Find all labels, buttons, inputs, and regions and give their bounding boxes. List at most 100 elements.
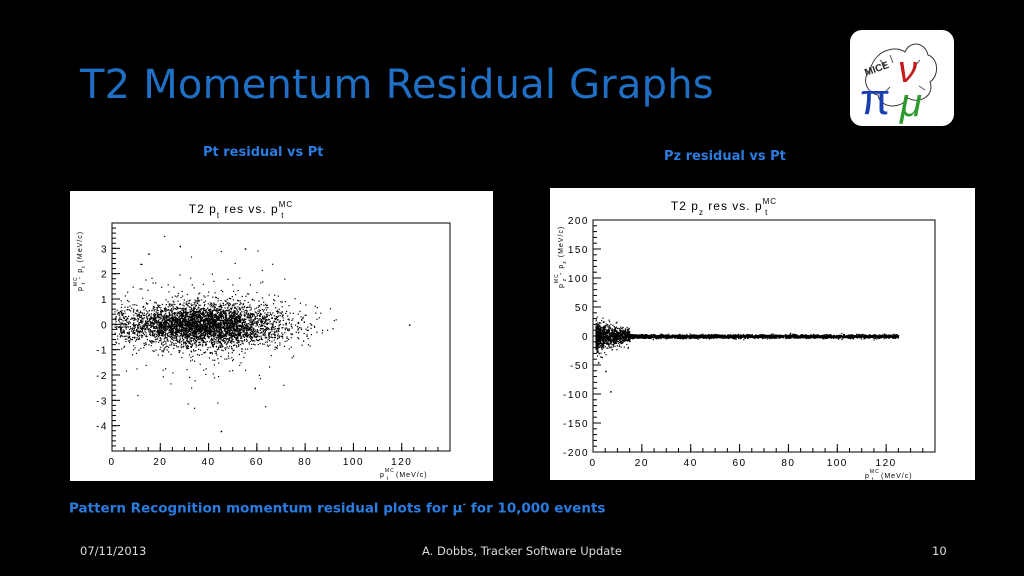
data-point (169, 317, 171, 319)
data-point (224, 323, 226, 325)
data-point (179, 325, 181, 327)
data-point (171, 322, 173, 325)
data-point (169, 328, 171, 330)
data-point (225, 319, 227, 321)
data-point (269, 344, 271, 346)
data-point (227, 355, 229, 357)
data-point (239, 320, 241, 323)
data-point (267, 307, 269, 309)
data-point (239, 300, 241, 302)
data-point (144, 327, 146, 330)
data-point (277, 328, 280, 330)
data-point (181, 343, 183, 345)
data-point (197, 314, 199, 316)
data-point (186, 311, 188, 313)
data-point (212, 327, 214, 329)
data-point (224, 335, 226, 337)
data-point (217, 339, 219, 341)
data-point (170, 308, 173, 310)
data-point (278, 337, 280, 339)
data-point (158, 320, 160, 323)
data-point (164, 308, 166, 310)
data-point (606, 324, 609, 326)
data-point (255, 339, 258, 341)
data-point (175, 339, 177, 341)
data-point (228, 326, 230, 328)
data-point (191, 337, 193, 339)
data-point (192, 324, 194, 326)
data-point (247, 314, 249, 316)
data-point (165, 314, 168, 316)
data-point (237, 316, 239, 318)
data-point (240, 331, 242, 333)
data-point (246, 324, 248, 326)
data-point (250, 319, 252, 321)
data-point (162, 326, 164, 328)
data-point (165, 304, 167, 306)
data-point (205, 324, 207, 326)
data-point (187, 319, 189, 321)
data-point (138, 338, 140, 340)
data-point (164, 337, 166, 339)
data-point (265, 337, 267, 339)
data-point (153, 312, 155, 315)
data-point (157, 317, 159, 319)
data-point (169, 329, 171, 331)
data-point (187, 345, 189, 347)
data-point (190, 343, 192, 345)
data-point (178, 316, 180, 318)
data-point (198, 316, 201, 318)
data-point (134, 325, 136, 327)
data-point (183, 320, 185, 322)
data-point (250, 332, 252, 334)
data-point (170, 335, 172, 337)
data-point (186, 332, 188, 334)
data-point (699, 334, 701, 336)
data-point (131, 328, 133, 331)
data-point (207, 295, 209, 297)
data-point (216, 317, 218, 319)
data-point (259, 309, 261, 311)
data-point (120, 318, 122, 320)
data-point (235, 317, 238, 319)
data-point (131, 318, 133, 320)
data-point (239, 326, 241, 328)
data-point (298, 338, 300, 340)
data-point (172, 316, 174, 318)
data-point (208, 321, 210, 324)
data-point (157, 336, 159, 338)
data-point (205, 328, 207, 330)
data-point (185, 344, 187, 346)
data-point (157, 327, 159, 329)
data-point (263, 343, 265, 345)
data-point (216, 316, 218, 318)
data-point (262, 325, 264, 327)
data-point (161, 335, 163, 337)
data-point (145, 322, 147, 325)
data-point (145, 334, 147, 336)
y-axis-label: pMC z - pz (MeV/c) (554, 226, 568, 288)
data-point (189, 322, 191, 324)
data-point (279, 321, 281, 323)
data-point (175, 320, 177, 322)
data-point (234, 306, 236, 308)
data-point (183, 341, 185, 344)
data-point (118, 313, 120, 315)
data-point (222, 312, 224, 314)
data-point (201, 353, 203, 356)
data-point (252, 329, 254, 332)
data-point (207, 318, 209, 320)
data-point (175, 329, 177, 331)
data-point (182, 319, 184, 321)
data-point (255, 325, 257, 327)
data-point (215, 341, 217, 343)
data-point (124, 316, 126, 318)
data-point (225, 312, 227, 314)
data-point (157, 315, 159, 317)
data-point (220, 320, 222, 322)
data-point (217, 323, 219, 326)
data-point (170, 319, 172, 321)
data-point (251, 326, 253, 328)
y-tick-label: -150 (563, 419, 589, 430)
data-point (200, 328, 202, 330)
